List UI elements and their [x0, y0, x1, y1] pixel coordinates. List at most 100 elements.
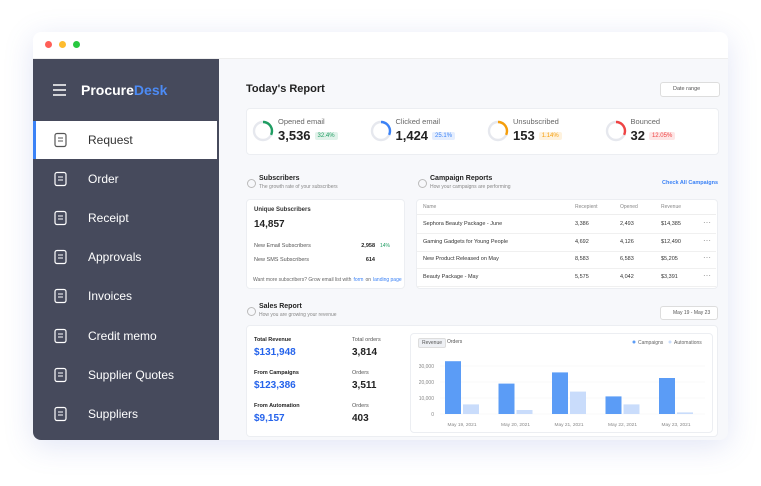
stat-value: 153 [513, 128, 535, 143]
stat-row: 1,424 25.1% [396, 128, 456, 143]
row-menu[interactable]: ⋯ [703, 235, 711, 245]
stat-ring [487, 120, 509, 142]
summary-label: Total Revenue [254, 337, 292, 343]
logo: Procure Desk [81, 82, 167, 98]
table-cell: 6,583 [620, 256, 634, 263]
stat-value: 1,424 [395, 128, 429, 143]
summary-value: $123,386 [254, 380, 296, 391]
table-cell: Sephora Beauty Package - June [423, 221, 503, 227]
stat-label: Clicked email [395, 117, 441, 126]
row-menu[interactable]: ⋯ [703, 218, 711, 227]
table-cell: $3,391 [661, 274, 678, 281]
icon-lines [58, 293, 63, 298]
menu-item[interactable]: Approvals [88, 250, 142, 265]
active-item-bg [33, 121, 217, 159]
menu-icon [54, 250, 67, 265]
orders-label: Total orders [352, 337, 381, 343]
footer-text: on [365, 277, 372, 283]
section-icon [247, 179, 256, 188]
menu-item[interactable]: Request [88, 133, 133, 147]
stat-value: 3,536 [278, 128, 311, 143]
row-line [417, 268, 716, 270]
menu-icon [54, 211, 67, 226]
summary-label: From Campaigns [254, 370, 299, 376]
table-cell: 2,493 [620, 221, 634, 227]
table-cell: $14,385 [661, 221, 681, 227]
chart-tab[interactable]: Revenue [418, 338, 447, 348]
table-cell: $5,205 [661, 256, 678, 263]
campaigns-link[interactable]: Check All Campaigns [662, 180, 719, 186]
logo-primary: Procure [81, 82, 134, 98]
stat-change: 25.1% [432, 131, 456, 140]
sub-row-change: 14% [380, 243, 391, 249]
summary-value: $9,157 [254, 413, 285, 424]
icon-shape [54, 250, 67, 265]
section-title: Subscribers [259, 175, 300, 182]
icon-lines [58, 254, 63, 259]
icon-shape [54, 211, 67, 226]
menu-item[interactable]: Supplier Quotes [88, 367, 175, 382]
section-subtitle: How you are growing your revenue [259, 312, 337, 318]
table-header: Recepient [575, 204, 598, 210]
footer-link[interactable]: landing page [373, 277, 402, 283]
table-header: Name [423, 204, 437, 210]
maximize-dot[interactable] [73, 41, 80, 48]
sub-row-value: 2,958 [361, 243, 375, 249]
row-line [417, 286, 716, 288]
menu-item[interactable]: Receipt [88, 211, 129, 226]
stats-card [246, 108, 719, 155]
icon-lines [58, 372, 63, 377]
icon-lines [58, 411, 63, 416]
orders-value: 403 [352, 413, 369, 424]
table-cell: 4,692 [575, 238, 589, 245]
orders-value: 3,511 [352, 380, 377, 391]
section-title: Sales Report [259, 303, 302, 310]
ring-arc [605, 120, 626, 142]
sub-row-label: New SMS Subscribers [254, 257, 310, 263]
section-icon [418, 179, 427, 188]
table-cell: Beauty Package - May [423, 274, 479, 281]
stat-change: 1.14% [538, 131, 562, 140]
footer-text: Want more subscribers? Grow email list w… [253, 277, 352, 283]
menu-item[interactable]: Invoices [88, 289, 133, 304]
section-icon [247, 307, 256, 316]
footer-link[interactable]: form [353, 277, 364, 283]
orders-value: 3,814 [352, 347, 378, 358]
row-menu[interactable]: ⋯ [703, 253, 711, 263]
section-subtitle: How your campaigns are performing [430, 184, 511, 190]
chart-tab[interactable]: Orders [447, 339, 463, 345]
date-range-select[interactable]: Date range [660, 82, 720, 97]
logo-accent: Desk [133, 82, 168, 98]
summary-value: $131,948 [254, 347, 296, 358]
table-cell: New Product Released on May [423, 256, 499, 263]
menu-toggle[interactable] [53, 84, 67, 96]
menu-item[interactable]: Credit memo [88, 328, 157, 343]
menu-item[interactable]: Order [88, 172, 119, 187]
stat-row: 32 12.05% [631, 128, 676, 143]
title-bar [33, 32, 728, 59]
row-line [417, 250, 716, 252]
section-subtitle: The growth rate of your subscribers [259, 184, 338, 190]
stat-row: 3,536 32.4% [278, 128, 338, 143]
stat-change: 32.4% [314, 131, 338, 140]
icon-shape [54, 132, 67, 148]
minimize-dot[interactable] [59, 41, 66, 48]
table-header-line [417, 214, 716, 215]
menu-icon [54, 367, 67, 382]
close-dot[interactable] [45, 41, 52, 48]
stat-ring [370, 120, 391, 142]
menu-icon [54, 132, 67, 148]
menu-icon [54, 289, 67, 304]
stat-ring [252, 120, 274, 142]
chart-panel [410, 333, 713, 433]
menu-item[interactable]: Suppliers [88, 406, 139, 421]
stat-ring [605, 120, 626, 142]
sales-date-select[interactable]: May 19 - May 23 [660, 306, 718, 320]
menu-icon [54, 328, 67, 343]
row-menu[interactable]: ⋯ [703, 271, 711, 281]
ring-arc [252, 120, 274, 142]
icon-lines [58, 176, 63, 181]
icon-shape [54, 406, 67, 421]
row-line [417, 233, 716, 234]
table-cell: 5,575 [575, 274, 589, 281]
